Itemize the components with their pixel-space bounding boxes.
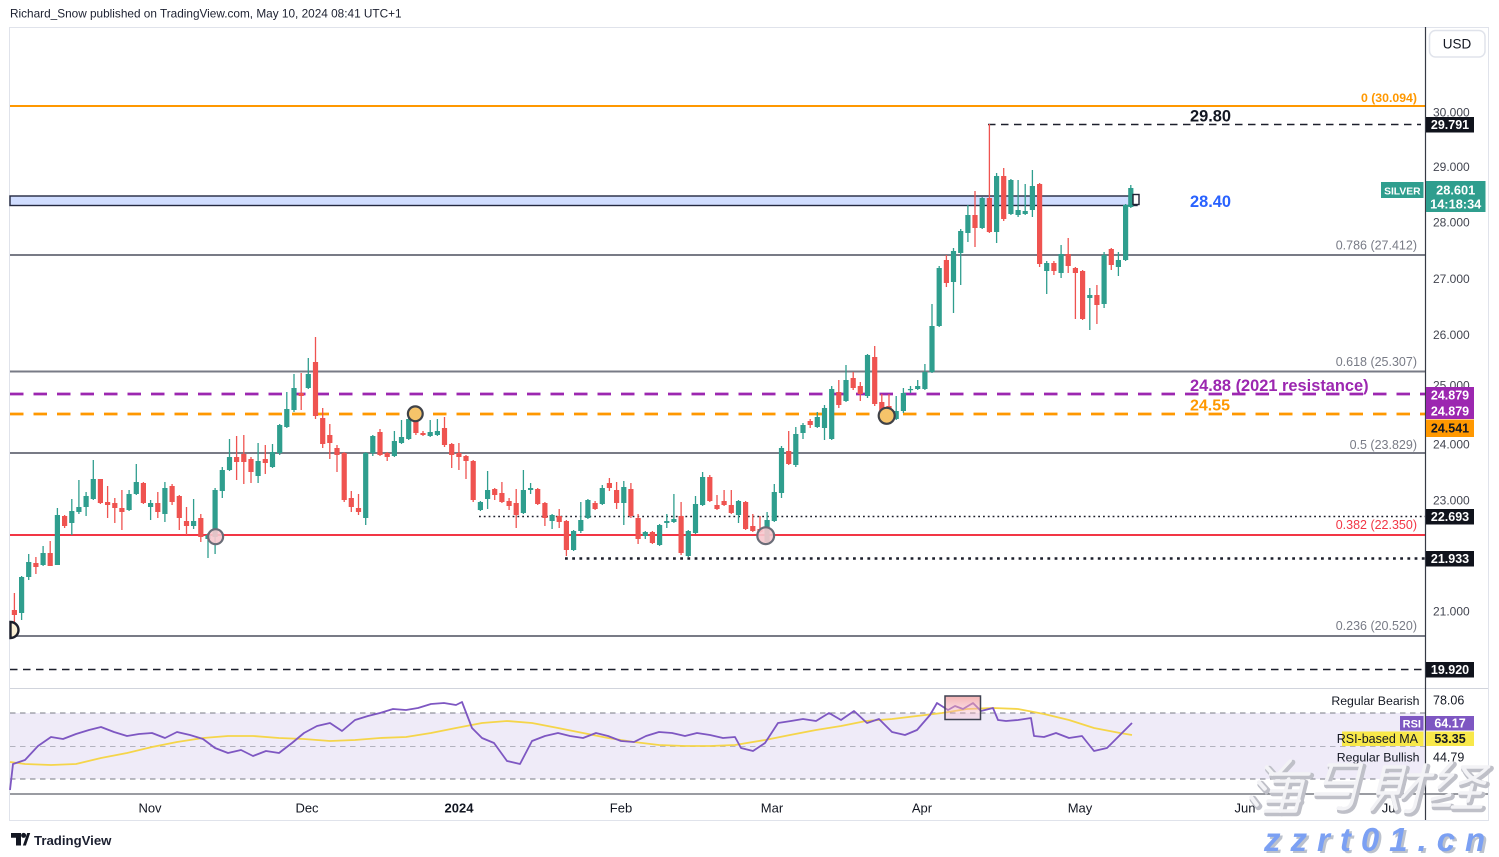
svg-text:Richard_Snow published on Trad: Richard_Snow published on TradingView.co… [10,7,402,21]
svg-text:19.920: 19.920 [1431,663,1469,677]
svg-text:0.236 (20.520): 0.236 (20.520) [1336,619,1417,633]
svg-text:Feb: Feb [610,801,632,816]
svg-text:0 (30.094): 0 (30.094) [1361,91,1417,105]
svg-text:24.55: 24.55 [1190,398,1230,415]
svg-text:TradingView: TradingView [34,833,112,848]
svg-text:zzrt01.cn: zzrt01.cn [1266,823,1498,857]
svg-text:Jun: Jun [1235,801,1256,816]
svg-text:Regular Bearish: Regular Bearish [1331,694,1419,708]
svg-text:24.88 (2021 resistance): 24.88 (2021 resistance) [1190,377,1369,395]
svg-text:23.000: 23.000 [1433,493,1470,507]
svg-text:USD: USD [1443,37,1472,52]
svg-text:Nov: Nov [138,801,162,816]
svg-text:RSI: RSI [1403,718,1421,730]
svg-text:30.000: 30.000 [1433,105,1470,119]
svg-text:28.601: 28.601 [1436,183,1475,198]
svg-text:64.17: 64.17 [1434,717,1465,731]
svg-text:Dec: Dec [295,801,319,816]
svg-text:24.000: 24.000 [1433,437,1470,451]
svg-text:29.000: 29.000 [1433,160,1470,174]
svg-text:26.000: 26.000 [1433,328,1470,342]
svg-text:zzrt01.cn: zzrt01.cn [1263,821,1495,857]
svg-text:53.35: 53.35 [1434,732,1465,746]
svg-text:0.618 (25.307): 0.618 (25.307) [1336,355,1417,369]
svg-text:29.80: 29.80 [1190,108,1231,126]
svg-text:78.06: 78.06 [1433,694,1464,708]
svg-text:21.000: 21.000 [1433,604,1470,618]
svg-text:Regular Bullish: Regular Bullish [1337,751,1420,765]
svg-text:24.879: 24.879 [1431,404,1469,418]
svg-text:28.40: 28.40 [1190,193,1231,211]
svg-text:Mar: Mar [761,801,784,816]
svg-text:0.786 (27.412): 0.786 (27.412) [1336,239,1417,253]
svg-text:44.79: 44.79 [1433,751,1464,765]
svg-text:Apr: Apr [912,801,933,816]
svg-text:14:18:34: 14:18:34 [1430,197,1482,212]
svg-text:2024: 2024 [445,801,475,816]
svg-text:0.382 (22.350): 0.382 (22.350) [1336,518,1417,532]
svg-text:21.933: 21.933 [1431,552,1469,566]
svg-text:24.879: 24.879 [1431,388,1469,402]
svg-text:RSI-based MA: RSI-based MA [1337,732,1419,746]
svg-text:24.541: 24.541 [1431,422,1469,436]
svg-text:28.000: 28.000 [1433,215,1470,229]
svg-text:29.791: 29.791 [1431,118,1469,132]
svg-text:22.693: 22.693 [1431,510,1469,524]
svg-text:0.5 (23.829): 0.5 (23.829) [1350,438,1417,452]
svg-text:May: May [1068,801,1093,816]
svg-text:27.000: 27.000 [1433,272,1470,286]
svg-text:SILVER: SILVER [1384,186,1421,197]
